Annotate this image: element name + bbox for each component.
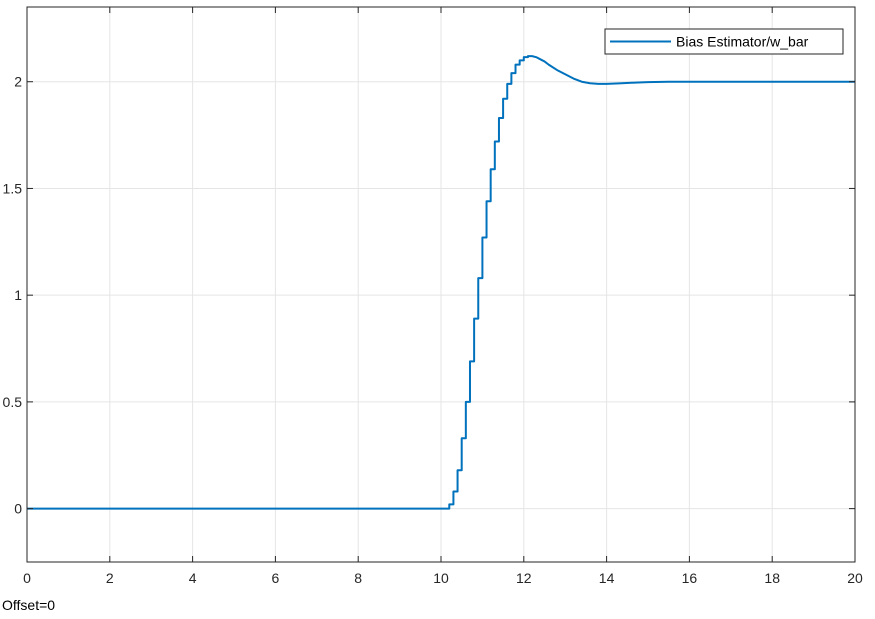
y-tick-labels: 0 0.5 1 1.5 2 xyxy=(3,74,23,517)
grid-lines xyxy=(26,7,856,562)
x-tick-label: 16 xyxy=(682,570,698,586)
y-tick-label: 2 xyxy=(14,74,22,90)
x-tick-label: 10 xyxy=(433,570,449,586)
x-tick-label: 4 xyxy=(189,570,197,586)
y-tick-label: 0.5 xyxy=(3,394,23,410)
x-tick-label: 14 xyxy=(599,570,615,586)
offset-label: Offset=0 xyxy=(2,597,55,613)
series-layer xyxy=(27,55,855,510)
legend: Bias Estimator/w_bar xyxy=(604,28,844,55)
y-tick-label: 1.5 xyxy=(3,180,23,196)
x-tick-label: 18 xyxy=(764,570,780,586)
x-tick-label: 12 xyxy=(516,570,532,586)
tick-marks xyxy=(26,7,856,562)
legend-label: Bias Estimator/w_bar xyxy=(676,34,809,50)
y-tick-label: 1 xyxy=(14,287,22,303)
series-line xyxy=(27,55,855,510)
x-tick-labels: 0 2 4 6 8 10 12 14 16 18 20 xyxy=(23,570,863,586)
y-tick-label: 0 xyxy=(14,501,22,517)
x-tick-label: 8 xyxy=(354,570,362,586)
x-tick-label: 0 xyxy=(23,570,31,586)
x-tick-label: 6 xyxy=(272,570,280,586)
x-tick-label: 2 xyxy=(106,570,114,586)
x-tick-label: 20 xyxy=(847,570,863,586)
